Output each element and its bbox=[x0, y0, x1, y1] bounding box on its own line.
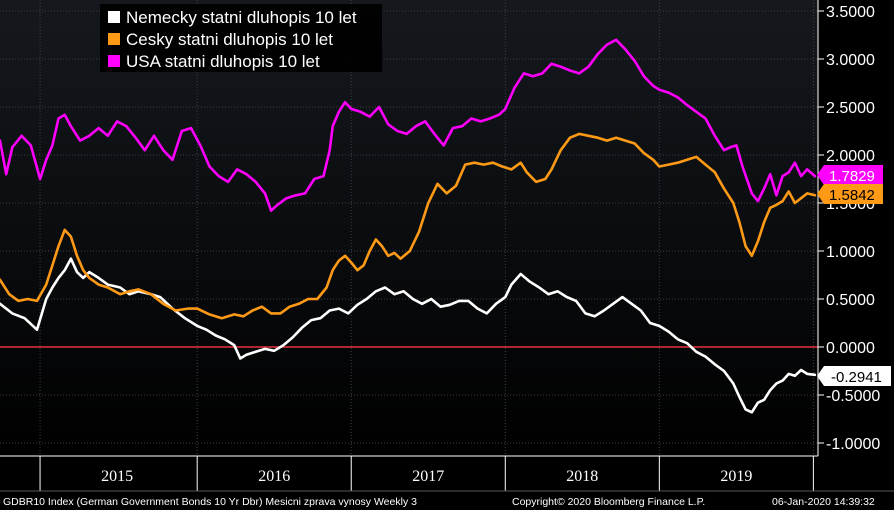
legend-label-germany: Nemecky statni dluhopis 10 let bbox=[126, 8, 357, 27]
x-tick-label: 2019 bbox=[720, 468, 752, 485]
footer-timestamp: 06-Jan-2020 14:39:32 bbox=[772, 496, 875, 508]
last-label-germany: -0.2941 bbox=[817, 366, 891, 386]
last-label-germany-box bbox=[817, 366, 891, 386]
footer-copyright: Copyright© 2020 Bloomberg Finance L.P. bbox=[512, 496, 705, 508]
last-label-usa: 1.7829 bbox=[817, 165, 883, 185]
y-tick-label: 0.0000 bbox=[826, 340, 875, 357]
legend-swatch-czech bbox=[108, 33, 120, 45]
y-tick-label: 3.0000 bbox=[826, 52, 875, 69]
last-label-usa-text: 1.7829 bbox=[829, 168, 875, 185]
y-tick-label: -1.0000 bbox=[826, 436, 880, 453]
legend-swatch-germany bbox=[108, 11, 120, 23]
legend-label-czech: Cesky statni dluhopis 10 let bbox=[126, 30, 333, 49]
last-label-usa-box bbox=[817, 165, 883, 185]
last-label-czech-box bbox=[817, 184, 883, 204]
y-tick-label: 3.5000 bbox=[826, 4, 875, 21]
series-line-czech bbox=[0, 132, 817, 320]
x-tick-label: 2015 bbox=[101, 468, 133, 485]
legend: Nemecky statni dluhopis 10 let Cesky sta… bbox=[100, 4, 382, 72]
footer-source: GDBR10 Index (German Government Bonds 10… bbox=[3, 496, 417, 508]
legend-swatch-usa bbox=[108, 55, 120, 67]
last-label-czech-text: 1.5842 bbox=[829, 187, 875, 204]
y-tick-label: 2.0000 bbox=[826, 148, 875, 165]
grid bbox=[0, 0, 818, 456]
y-tick-label: 2.5000 bbox=[826, 100, 875, 117]
last-value-labels: 1.7829 1.5842 -0.2941 bbox=[817, 165, 891, 386]
legend-label-usa: USA statni dluhopis 10 let bbox=[126, 52, 320, 71]
x-tick-label: 2018 bbox=[566, 468, 598, 485]
series-line-germany bbox=[0, 257, 817, 414]
legend-box bbox=[100, 4, 382, 72]
plot-background bbox=[0, 0, 818, 456]
series-line-usa bbox=[0, 38, 817, 212]
y-tick-label: -0.5000 bbox=[826, 388, 880, 405]
series-lines bbox=[0, 38, 817, 414]
last-label-czech: 1.5842 bbox=[817, 184, 883, 204]
y-tick-label: 1.0000 bbox=[826, 244, 875, 261]
y-tick-label: 0.5000 bbox=[826, 292, 875, 309]
x-tick-label: 2016 bbox=[258, 468, 290, 485]
last-label-germany-text: -0.2941 bbox=[831, 369, 882, 386]
x-tick-label: 2017 bbox=[412, 468, 444, 485]
axes: 3.50003.00002.50002.00001.50001.00000.50… bbox=[0, 0, 880, 491]
